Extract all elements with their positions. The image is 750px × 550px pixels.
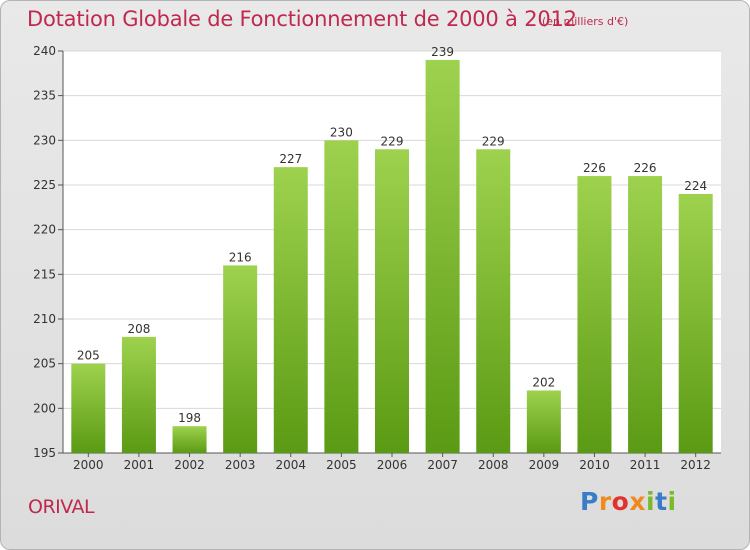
- value-label-2003: 216: [229, 250, 252, 264]
- x-tick-label-2001: 2001: [124, 458, 155, 472]
- value-label-2011: 226: [634, 161, 657, 175]
- bar-2004: [273, 167, 308, 453]
- y-tick-label: 230: [33, 133, 56, 147]
- bar-2011: [628, 176, 663, 454]
- bar-2005: [324, 140, 359, 454]
- value-label-2001: 208: [127, 322, 150, 336]
- x-tick-label-2008: 2008: [478, 458, 509, 472]
- value-label-2012: 224: [684, 179, 707, 193]
- commune-name: ORIVAL: [28, 496, 95, 518]
- bar-2007: [425, 59, 460, 453]
- x-tick-label-2002: 2002: [174, 458, 205, 472]
- x-tick-label-2005: 2005: [326, 458, 357, 472]
- x-tick-label-2012: 2012: [680, 458, 711, 472]
- x-tick-label-2003: 2003: [225, 458, 256, 472]
- x-tick-label-2000: 2000: [73, 458, 104, 472]
- bar-2003: [223, 265, 258, 453]
- bar-2006: [375, 149, 409, 453]
- value-label-2007: 239: [431, 45, 454, 59]
- x-tick-label-2007: 2007: [427, 458, 458, 472]
- y-tick-label: 240: [33, 44, 56, 58]
- value-label-2004: 227: [279, 152, 302, 166]
- value-label-2002: 198: [178, 411, 201, 425]
- x-tick-label-2010: 2010: [579, 458, 610, 472]
- bar-2000: [71, 363, 106, 453]
- value-label-2008: 229: [482, 134, 505, 148]
- bar-2012: [678, 193, 713, 453]
- value-label-2006: 229: [381, 134, 404, 148]
- y-tick-label: 225: [33, 178, 56, 192]
- bar-2010: [577, 176, 612, 454]
- y-tick-label: 200: [33, 401, 56, 415]
- chart-title: Dotation Globale de Fonctionnement de 20…: [27, 7, 577, 31]
- bar-2009: [526, 390, 561, 453]
- bar-2002: [172, 426, 207, 453]
- y-tick-label: 235: [33, 89, 56, 103]
- x-tick-label-2011: 2011: [630, 458, 661, 472]
- value-label-2000: 205: [77, 349, 100, 363]
- bar-2008: [476, 149, 511, 453]
- y-tick-label: 210: [33, 312, 56, 326]
- y-tick-label: 195: [33, 446, 56, 460]
- x-tick-label-2009: 2009: [529, 458, 560, 472]
- x-tick-label-2006: 2006: [377, 458, 408, 472]
- x-tick-label-2004: 2004: [275, 458, 306, 472]
- proxiti-logo: Proxiti: [580, 487, 677, 516]
- y-tick-label: 220: [33, 223, 56, 237]
- value-label-2010: 226: [583, 161, 606, 175]
- value-label-2009: 202: [532, 375, 555, 389]
- value-label-2005: 230: [330, 125, 353, 139]
- chart-unit: (en milliers d'€): [542, 15, 629, 28]
- bar-2001: [121, 336, 156, 453]
- y-tick-label: 205: [33, 357, 56, 371]
- y-tick-label: 215: [33, 267, 56, 281]
